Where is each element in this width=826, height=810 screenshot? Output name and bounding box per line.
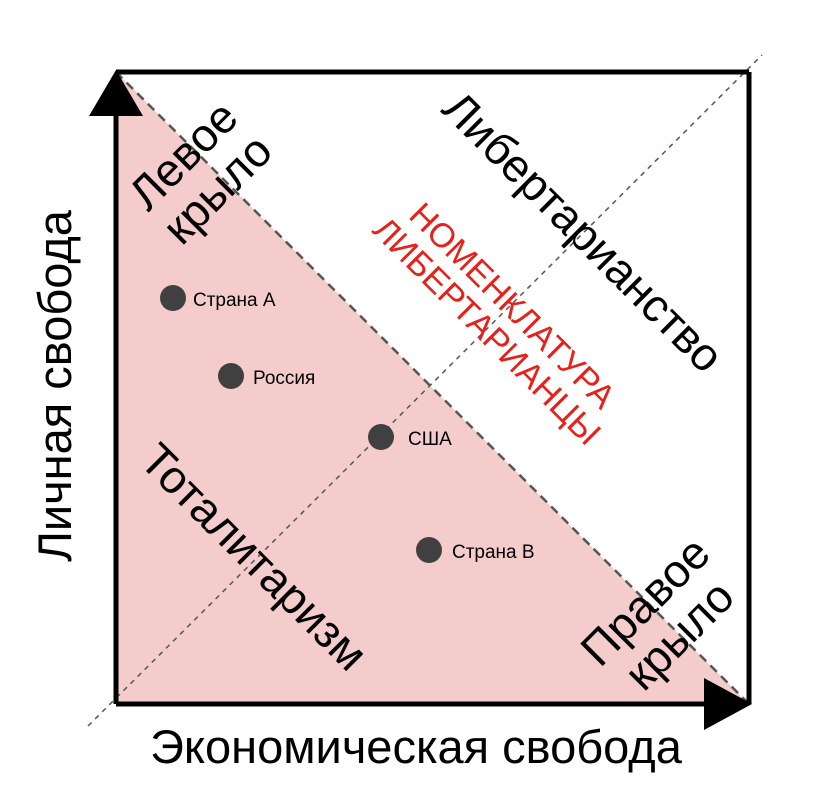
point-label: США bbox=[408, 429, 452, 450]
point-country-b: Страна B bbox=[416, 537, 535, 563]
point-marker bbox=[160, 285, 186, 311]
center-diagonal bbox=[87, 54, 763, 727]
point-marker bbox=[218, 363, 244, 389]
point-marker bbox=[416, 537, 442, 563]
point-marker bbox=[368, 424, 394, 450]
point-label: Россия bbox=[253, 368, 315, 389]
x-axis-label: Экономическая свобода bbox=[150, 720, 683, 773]
x-axis-arrow-icon bbox=[704, 678, 752, 730]
point-label: Страна А bbox=[193, 290, 276, 311]
y-axis-arrow-icon bbox=[89, 70, 143, 116]
point-country-a: Страна А bbox=[160, 285, 276, 311]
point-russia: Россия bbox=[218, 363, 315, 389]
point-label: Страна B bbox=[452, 542, 535, 563]
point-usa: США bbox=[368, 424, 452, 450]
y-axis-label: Личная свобода bbox=[28, 209, 81, 562]
shaded-region bbox=[116, 72, 749, 704]
